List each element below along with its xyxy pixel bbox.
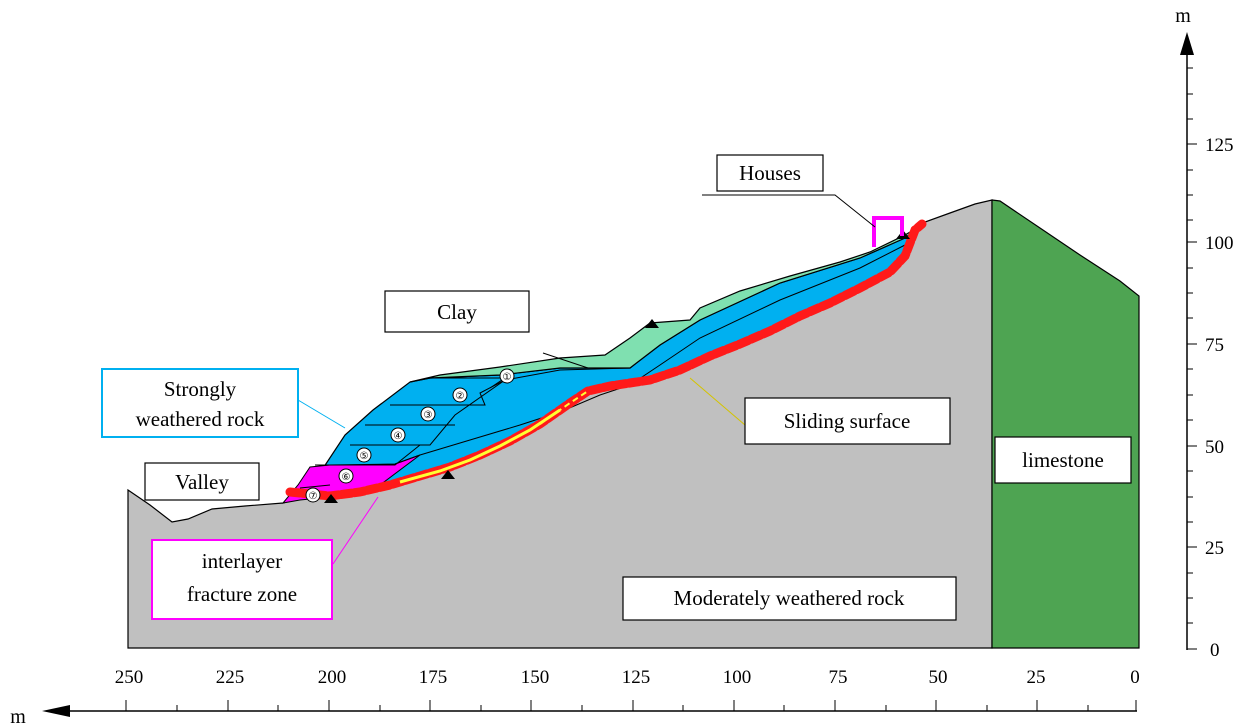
x-axis-arrow-icon <box>42 705 70 717</box>
clay-region <box>409 224 923 383</box>
svg-text:④: ④ <box>394 431 403 442</box>
layer-number-6: ⑥ <box>338 468 354 484</box>
svg-text:①: ① <box>503 372 512 383</box>
x-tick-label: 150 <box>521 667 550 688</box>
x-tick-label: 225 <box>216 667 245 688</box>
svg-text:m: m <box>10 706 26 727</box>
x-tick-label: 25 <box>1027 667 1046 688</box>
layer-number-2: ② <box>452 387 468 403</box>
x-tick-label: 125 <box>622 667 651 688</box>
svg-text:⑥: ⑥ <box>342 472 351 483</box>
layer-numbers: ① ② ③ ④ ⑤ ⑥ ⑦ <box>305 368 515 503</box>
leader-lines <box>297 194 876 565</box>
survey-marker <box>645 319 659 328</box>
x-axis: m 250 225 200 175 150 125 100 75 50 25 0 <box>10 667 1140 727</box>
label-moderately-weathered-rock: Moderately weathered rock <box>622 576 957 621</box>
label-sliding-surface: Sliding surface <box>744 397 951 445</box>
x-tick-label: 250 <box>115 667 144 688</box>
y-tick-label: 75 <box>1205 335 1224 356</box>
layer-number-7: ⑦ <box>305 487 321 503</box>
layer-number-5: ⑤ <box>356 447 372 463</box>
survey-marker <box>441 470 455 479</box>
layer-number-3: ③ <box>420 406 436 422</box>
svg-text:Moderately weathered rock: Moderately weathered rock <box>674 586 905 610</box>
houses-symbol <box>872 216 904 247</box>
svg-text:③: ③ <box>424 410 433 421</box>
svg-text:②: ② <box>456 391 465 402</box>
limestone-region <box>991 199 1140 649</box>
y-tick-label: 0 <box>1210 640 1220 661</box>
svg-text:Clay: Clay <box>437 300 477 324</box>
svg-text:weathered rock: weathered rock <box>136 407 265 431</box>
sliding-surface <box>285 219 927 501</box>
label-clay: Clay <box>384 290 530 333</box>
svg-text:Strongly: Strongly <box>164 377 237 401</box>
x-tick-label: 100 <box>723 667 752 688</box>
label-limestone: limestone <box>994 436 1132 484</box>
x-tick-label: 175 <box>419 667 448 688</box>
label-valley: Valley <box>144 462 260 501</box>
layer-number-1: ① <box>499 368 515 384</box>
x-tick-label: 75 <box>829 667 848 688</box>
svg-text:⑦: ⑦ <box>309 491 318 502</box>
svg-text:fracture zone: fracture zone <box>187 582 297 606</box>
label-interlayer-fracture-zone: interlayer fracture zone <box>151 539 333 620</box>
svg-text:Sliding surface: Sliding surface <box>784 409 911 433</box>
label-houses: Houses <box>716 154 824 192</box>
layer-number-4: ④ <box>390 427 406 443</box>
survey-marker <box>324 494 338 503</box>
label-strongly-weathered-rock: Strongly weathered rock <box>101 368 299 438</box>
y-tick-label: 50 <box>1205 437 1224 458</box>
layer-boundaries <box>299 244 906 489</box>
svg-text:interlayer: interlayer <box>202 549 282 573</box>
y-tick-label: 100 <box>1205 233 1234 254</box>
x-tick-label: 50 <box>929 667 948 688</box>
y-tick-label: 125 <box>1205 135 1234 156</box>
x-tick-label: 0 <box>1130 667 1140 688</box>
svg-text:⑤: ⑤ <box>360 451 369 462</box>
svg-text:limestone: limestone <box>1022 448 1104 472</box>
x-tick-label: 200 <box>318 667 347 688</box>
y-axis-arrow-icon <box>1180 32 1194 55</box>
svg-text:m: m <box>1175 5 1191 27</box>
svg-text:Houses: Houses <box>739 161 801 185</box>
svg-text:Valley: Valley <box>175 470 229 494</box>
y-axis: m 125 100 75 50 25 0 <box>1175 5 1233 661</box>
y-tick-label: 25 <box>1205 538 1224 559</box>
